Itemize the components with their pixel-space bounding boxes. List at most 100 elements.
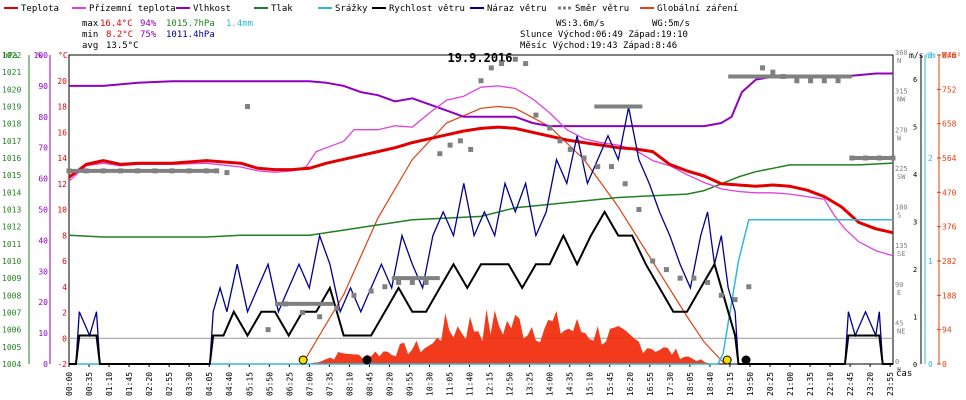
ms-tick-label: 1 [913, 313, 917, 321]
legend-label-6: Náraz větru [487, 4, 547, 14]
wm2-tick-label: 0 [942, 360, 947, 369]
x-tick-label: 18:40 [706, 372, 715, 396]
axis-title-wm2: W/m² [942, 51, 961, 60]
hpa-tick-label: 1017 [2, 137, 21, 146]
stats-max-label: max [82, 19, 99, 29]
axis-title-pct: % [37, 51, 42, 60]
direction-dot [468, 146, 474, 152]
direction-tick-label: W [897, 134, 902, 142]
wm2-tick-label: 188 [942, 291, 957, 300]
axis-title-time: čas [896, 368, 912, 379]
pct-tick-label: 100 [34, 51, 49, 60]
x-axis: 00:00 00:35 01:10 01:45 02:20 02:55 03:30 04:05… [65, 364, 895, 396]
direction-dot [547, 125, 553, 131]
right-axes: 360N315NW270W225SW180S135SE90E45NE0N6543… [895, 49, 957, 374]
wm2-tick-label: 658 [942, 120, 957, 129]
hpa-tick-label: 1007 [2, 309, 21, 318]
radiation-measured-fill [309, 309, 711, 364]
direction-tick-deg: 0 [895, 358, 899, 366]
x-tick-label: 12:50 [506, 372, 515, 396]
ms-tick-label: 4 [913, 171, 917, 179]
direction-dot [808, 78, 814, 84]
hpa-tick-label: 1019 [2, 103, 21, 112]
direction-dot [567, 146, 573, 152]
x-tick-label: 01:45 [125, 372, 134, 396]
mm-tick-label: 2 [928, 154, 933, 163]
direction-tick-label: N [897, 57, 901, 65]
series-wind-speed [69, 209, 893, 365]
series-rain [69, 219, 893, 365]
direction-dot [663, 267, 669, 273]
direction-dot [423, 279, 429, 285]
direction-dot [595, 164, 601, 170]
pct-tick-label: 0 [43, 360, 48, 369]
direction-tick-label: SE [897, 250, 905, 258]
x-tick-label: 04:05 [205, 372, 214, 396]
stats-rain-total: 1.4mm [226, 19, 253, 29]
sun-moon-marker [298, 355, 308, 365]
pct-tick-label: 70 [38, 144, 48, 153]
x-tick-label: 11:05 [446, 372, 455, 396]
x-tick-label: 02:55 [165, 372, 174, 396]
pct-tick-label: 90 [38, 82, 48, 91]
direction-dot [760, 65, 766, 71]
direction-tick-label: N [897, 366, 901, 374]
hpa-tick-label: 1008 [2, 291, 21, 300]
ms-tick-label: 2 [913, 266, 917, 274]
direction-dot [608, 164, 614, 170]
direction-tick-deg: 90 [895, 281, 903, 289]
direction-dot [622, 181, 628, 187]
direction-dot [409, 279, 415, 285]
temp-tick-label: 10 [57, 206, 67, 215]
series-wind-gust [69, 107, 893, 365]
direction-dot [557, 138, 563, 144]
direction-dot [794, 78, 800, 84]
x-tick-label: 22:45 [846, 372, 855, 396]
direction-dot [351, 292, 357, 298]
direction-dot [705, 279, 711, 285]
ms-tick-label: 5 [913, 123, 917, 131]
hpa-tick-label: 1005 [2, 343, 21, 352]
wm2-tick-label: 470 [942, 188, 957, 197]
direction-dot [265, 327, 271, 333]
direction-tick-label: E [897, 289, 901, 297]
hpa-tick-label: 1016 [2, 154, 21, 163]
radiation-area [309, 309, 711, 364]
direction-tick-label: S [897, 212, 901, 220]
x-tick-label: 12:15 [486, 372, 495, 396]
wm2-tick-label: 282 [942, 257, 957, 266]
temp-tick-label: 4 [62, 283, 67, 292]
series-layer [68, 72, 894, 365]
left-axes: 1022102110201019101810171016101510141013… [2, 51, 67, 369]
pct-tick-label: 40 [38, 236, 48, 245]
x-tick-label: 21:35 [806, 372, 815, 396]
sun-moon-marker [741, 355, 751, 365]
x-tick-label: 09:55 [405, 372, 414, 396]
direction-dot [457, 138, 463, 144]
direction-dot [718, 292, 724, 298]
wm2-tick-label: 376 [942, 223, 957, 232]
direction-tick-deg: 180 [895, 204, 908, 212]
axis-title-temp: °C [58, 51, 68, 60]
axis-title-hpa: hPa [3, 51, 18, 60]
direction-dot [447, 142, 453, 148]
legend-label-0: Teplota [21, 4, 59, 14]
direction-tick-label: NW [897, 96, 906, 104]
temp-tick-label: 6 [62, 257, 67, 266]
direction-dot [512, 56, 518, 62]
direction-dot [224, 170, 230, 176]
stats-sun-times: Slunce Východ:06:49 Západ:19:10 [520, 30, 688, 40]
direction-dot [299, 310, 305, 315]
direction-dot [835, 78, 841, 84]
x-tick-label: 07:35 [325, 372, 334, 396]
temp-tick-label: 20 [57, 77, 67, 86]
stats-min-humidity: 75% [140, 30, 157, 40]
pct-tick-label: 10 [38, 329, 48, 338]
temp-tick-label: 0 [62, 334, 67, 343]
direction-tick-deg: 45 [895, 319, 903, 327]
wm2-tick-label: 94 [942, 326, 952, 335]
x-tick-label: 08:45 [365, 372, 374, 396]
x-tick-label: 14:00 [546, 372, 555, 396]
x-tick-label: 21:00 [786, 372, 795, 396]
